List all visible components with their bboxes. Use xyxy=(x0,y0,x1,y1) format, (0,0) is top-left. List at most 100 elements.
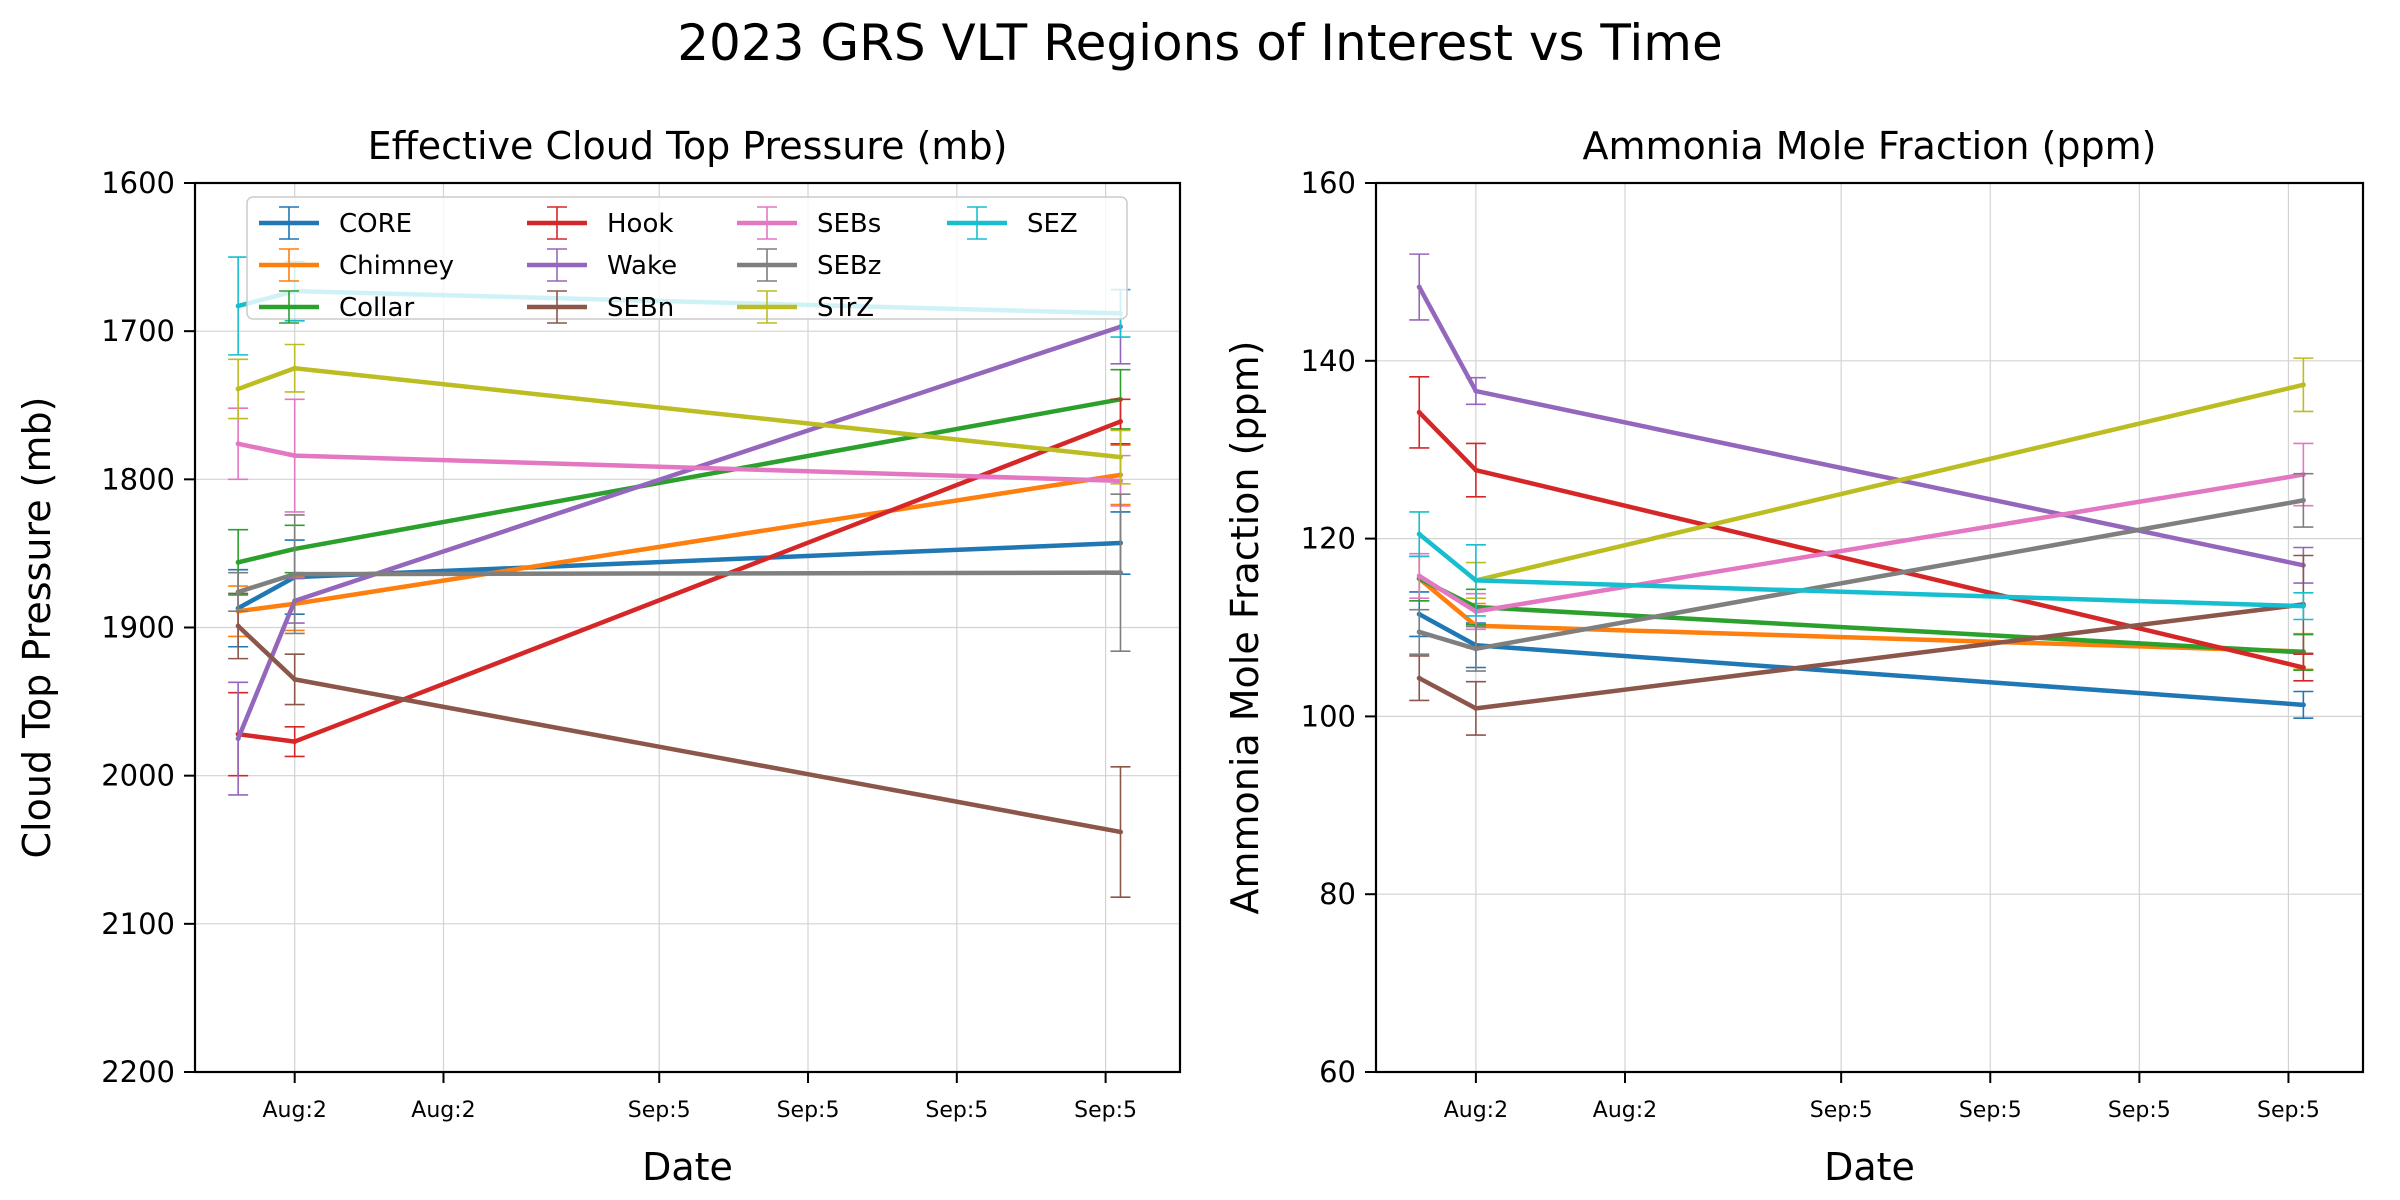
legend-label: SEZ xyxy=(1027,209,1078,239)
y-tick-label: 100 xyxy=(1301,699,1356,733)
series-sebz xyxy=(228,493,1131,653)
data-point xyxy=(292,676,298,682)
data-point xyxy=(1416,531,1422,537)
legend-item-collar: Collar xyxy=(259,290,414,324)
x-tick-label: Sep:5 xyxy=(925,1098,988,1123)
series-group xyxy=(1409,253,2314,736)
series-group xyxy=(228,256,1131,898)
legend-item-sebn: SEBn xyxy=(527,290,674,324)
series-line-strz xyxy=(1475,382,2304,583)
legend-item-chimney: Chimney xyxy=(259,248,454,282)
x-tick-label: Sep:5 xyxy=(1810,1098,1873,1123)
x-tick-label: Sep:5 xyxy=(1074,1098,1137,1123)
data-point xyxy=(2300,702,2306,708)
x-tick-label: Aug:2 xyxy=(411,1098,475,1123)
axes-frame xyxy=(1374,181,2365,1074)
data-point xyxy=(292,453,298,459)
y-tick-label: 1900 xyxy=(101,611,175,645)
legend-item-sebs: SEBs xyxy=(737,206,881,240)
y-tick-label: 60 xyxy=(1319,1055,1356,1089)
grid xyxy=(195,182,1180,1073)
series-line-chimney xyxy=(1417,576,2304,654)
series-line-sez xyxy=(1417,532,2304,609)
series-line-sebn xyxy=(236,624,1121,835)
x-tick-label: Aug:2 xyxy=(263,1098,327,1123)
y-tick-label: 2000 xyxy=(101,759,175,793)
legend-item-hook: Hook xyxy=(527,206,673,240)
series-wake xyxy=(1409,253,2314,584)
legend-item-core: CORE xyxy=(259,206,412,240)
y-tick-label: 1600 xyxy=(101,166,175,200)
data-point xyxy=(1416,675,1422,681)
x-axis-label: Date xyxy=(642,1145,733,1189)
y-tick-label: 1700 xyxy=(101,314,175,348)
chart-panel-ammonia-mole-fraction: 60 80 100 120 140 160 Aug:2 Aug:2 Sep:5 Sep:5 Sep:… xyxy=(1223,124,2365,1189)
data-point xyxy=(1473,467,1479,473)
figure-title: 2023 GRS VLT Regions of Interest vs Time xyxy=(677,14,1723,72)
data-point xyxy=(235,303,241,309)
legend-label: SEBz xyxy=(817,251,881,281)
x-tick-label: Sep:5 xyxy=(1959,1098,2022,1123)
legend-item-wake: Wake xyxy=(527,248,677,282)
y-tick-label: 2100 xyxy=(101,907,175,941)
data-point xyxy=(292,571,298,577)
x-tick-label: Aug:2 xyxy=(1444,1098,1508,1123)
data-point xyxy=(235,589,241,595)
legend-label: Chimney xyxy=(339,251,454,281)
legend-item-sez: SEZ xyxy=(947,206,1078,240)
legend-label: Wake xyxy=(607,251,677,281)
series-line-collar xyxy=(237,397,1121,565)
legend: CORE Chimney Collar Hook Wake SEBn SEBs SEBz STr… xyxy=(246,196,1128,324)
legend-label: SEBn xyxy=(607,293,674,323)
series-line-strz xyxy=(237,365,1121,460)
data-point xyxy=(1117,570,1123,576)
data-point xyxy=(1117,454,1123,460)
x-tick-label: Sep:5 xyxy=(2257,1098,2320,1123)
data-point xyxy=(1473,646,1479,652)
series-sebn xyxy=(228,592,1131,898)
data-point xyxy=(1117,829,1123,835)
y-tick-label: 1800 xyxy=(101,462,175,496)
data-point xyxy=(235,441,241,447)
legend-label: Collar xyxy=(339,293,414,323)
y-tick-label: 140 xyxy=(1301,344,1356,378)
y-tick-label: 80 xyxy=(1319,877,1356,911)
series-line-wake xyxy=(236,324,1122,740)
series-sez xyxy=(1409,511,2314,621)
data-point xyxy=(1416,629,1422,635)
legend-box xyxy=(246,196,1128,320)
data-point xyxy=(1416,284,1422,290)
data-point xyxy=(292,739,298,745)
data-point xyxy=(235,623,241,629)
data-point xyxy=(2300,382,2306,388)
data-point xyxy=(2300,497,2306,503)
x-axis-label: Date xyxy=(1824,1145,1915,1189)
data-point xyxy=(292,365,298,371)
data-point xyxy=(1416,409,1422,415)
series-strz xyxy=(228,343,1131,485)
x-tick-label: Sep:5 xyxy=(2108,1098,2171,1123)
data-point xyxy=(1117,419,1123,425)
data-point xyxy=(235,386,241,392)
x-tick-label: Aug:2 xyxy=(1593,1098,1657,1123)
y-tick-label: 120 xyxy=(1301,522,1356,556)
chart-panel-cloud-top-pressure: 1600 1700 1800 1900 2000 2100 2200 Aug:2 Aug:2 Se… xyxy=(15,124,1182,1189)
legend-item-sebz: SEBz xyxy=(737,248,881,282)
series-line-sebz xyxy=(237,570,1121,595)
data-point xyxy=(235,736,241,742)
x-tick-label: Sep:5 xyxy=(777,1098,840,1123)
legend-label: STrZ xyxy=(817,293,874,323)
legend-item-strz: STrZ xyxy=(737,290,874,324)
data-point xyxy=(235,559,241,565)
series-sebz xyxy=(1409,472,2314,672)
y-axis-label: Ammonia Mole Fraction (ppm) xyxy=(1223,340,1267,914)
series-line-sebn xyxy=(1418,602,2304,711)
series-collar xyxy=(1409,555,2314,671)
y-axis-label: Cloud Top Pressure (mb) xyxy=(15,397,59,859)
chart-title: Effective Cloud Top Pressure (mb) xyxy=(368,124,1008,168)
series-hook xyxy=(1409,376,2314,682)
data-point xyxy=(1473,705,1479,711)
y-tick-label: 2200 xyxy=(101,1055,175,1089)
series-sebs xyxy=(228,398,1131,513)
